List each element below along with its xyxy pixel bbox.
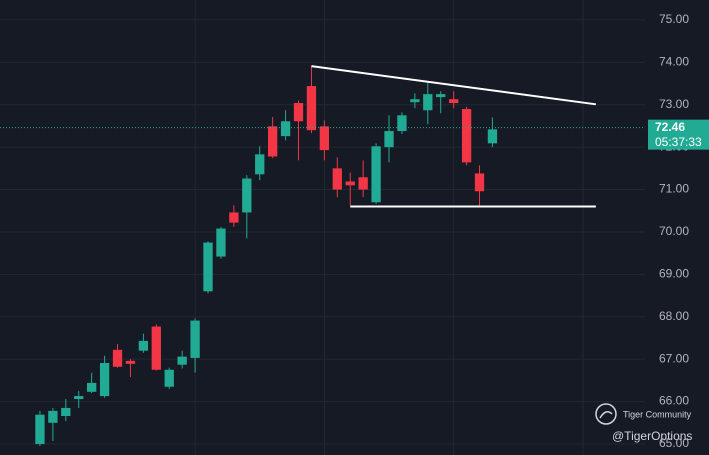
candle-body	[293, 103, 304, 122]
candle-body	[384, 131, 394, 148]
watermark-title: Tiger Community	[623, 409, 692, 419]
watermark-icon-mark	[599, 411, 613, 419]
candle-body	[423, 94, 433, 111]
candle-body	[87, 382, 97, 392]
candle-body	[332, 168, 342, 190]
candle-body	[319, 126, 330, 151]
y-tick-label: 74.00	[659, 55, 689, 69]
candle-body	[203, 242, 213, 292]
y-tick-label: 71.00	[659, 182, 689, 196]
y-tick-label: 70.00	[659, 224, 689, 238]
watermark: Tiger Community @TigerOptions	[595, 403, 692, 443]
candle-body	[345, 181, 355, 186]
candle-body	[112, 349, 123, 367]
trendline	[311, 65, 597, 106]
candle-body	[410, 99, 420, 103]
candle-body	[461, 108, 472, 163]
candle-body	[190, 320, 200, 358]
candle-body	[125, 360, 136, 364]
candle-body	[177, 356, 187, 365]
y-tick-label: 66.00	[659, 394, 689, 408]
candle-body	[35, 414, 45, 444]
candle-body	[164, 369, 174, 387]
candle-body	[268, 126, 278, 157]
candle-body	[216, 228, 226, 257]
candle-body	[474, 173, 485, 192]
watermark-handle: @TigerOptions	[612, 429, 692, 443]
candle-body	[371, 146, 381, 203]
y-tick-label: 68.00	[659, 309, 689, 323]
watermark-icon	[595, 403, 617, 425]
candle-body	[280, 121, 291, 137]
candle-body	[229, 212, 239, 223]
candle-body	[242, 178, 252, 213]
y-tick-label: 67.00	[659, 351, 689, 365]
candle-body	[449, 99, 459, 104]
candle-body	[151, 326, 161, 370]
last-price-box	[648, 119, 709, 150]
y-tick-label: 73.00	[659, 97, 689, 111]
y-tick-label: 65.00	[659, 436, 689, 450]
countdown-label: 05:37:33	[655, 135, 702, 149]
candle-body	[74, 396, 84, 400]
last-price-label: 72.46	[655, 120, 685, 134]
candle-body	[306, 86, 317, 131]
candle-body	[99, 362, 110, 397]
y-tick-label: 75.00	[659, 12, 689, 26]
y-tick-label: 69.00	[659, 267, 689, 281]
candle-body	[358, 177, 368, 190]
candle-body	[487, 129, 498, 144]
candle-body	[436, 94, 446, 98]
candle-body	[397, 115, 407, 132]
candle-body	[61, 407, 71, 416]
candle-body	[138, 340, 149, 351]
candle-body	[48, 410, 58, 423]
candle-body	[255, 154, 265, 175]
